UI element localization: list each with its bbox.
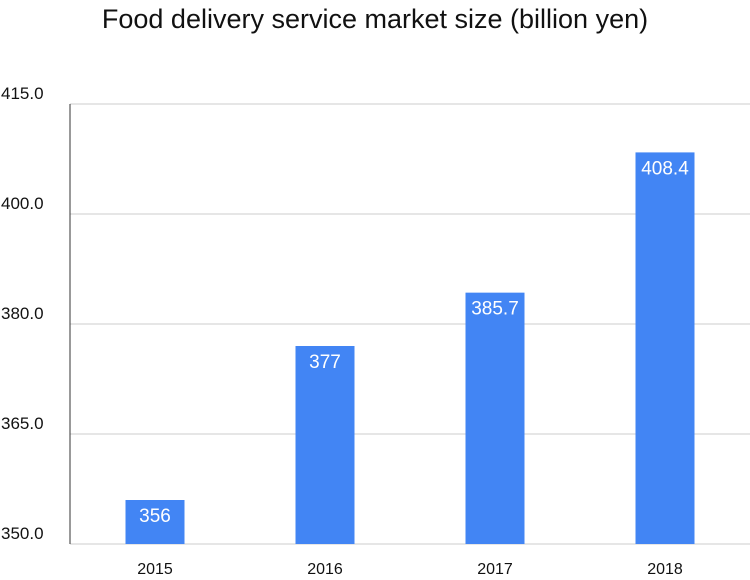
y-tick-label: 365.0 — [1, 414, 44, 433]
bar-2017 — [465, 292, 525, 544]
x-tick-label: 2017 — [477, 561, 513, 578]
data-label-2015: 356 — [139, 506, 171, 527]
data-label-2016: 377 — [309, 352, 341, 373]
data-labels: 356 377 385.7 408.4 — [139, 158, 689, 527]
bars — [125, 152, 695, 544]
x-tick-label: 2016 — [307, 561, 343, 578]
x-tick-label: 2018 — [647, 561, 683, 578]
bar-2015 — [125, 500, 185, 544]
x-axis-ticks: 2015 2016 2017 2018 — [137, 561, 683, 578]
y-tick-label: 400.0 — [1, 194, 44, 213]
y-tick-label: 350.0 — [1, 524, 44, 543]
data-label-2017: 385.7 — [471, 299, 519, 320]
bar-2016 — [295, 346, 355, 544]
y-axis-ticks: 350.0 365.0 380.0 400.0 415.0 — [1, 84, 44, 543]
chart-title: Food delivery service market size (billi… — [101, 4, 649, 34]
y-tick-label: 380.0 — [1, 304, 44, 323]
bar-2018 — [635, 152, 695, 544]
x-tick-label: 2015 — [137, 561, 173, 578]
y-tick-label: 415.0 — [1, 84, 44, 103]
data-label-2018: 408.4 — [641, 158, 689, 179]
